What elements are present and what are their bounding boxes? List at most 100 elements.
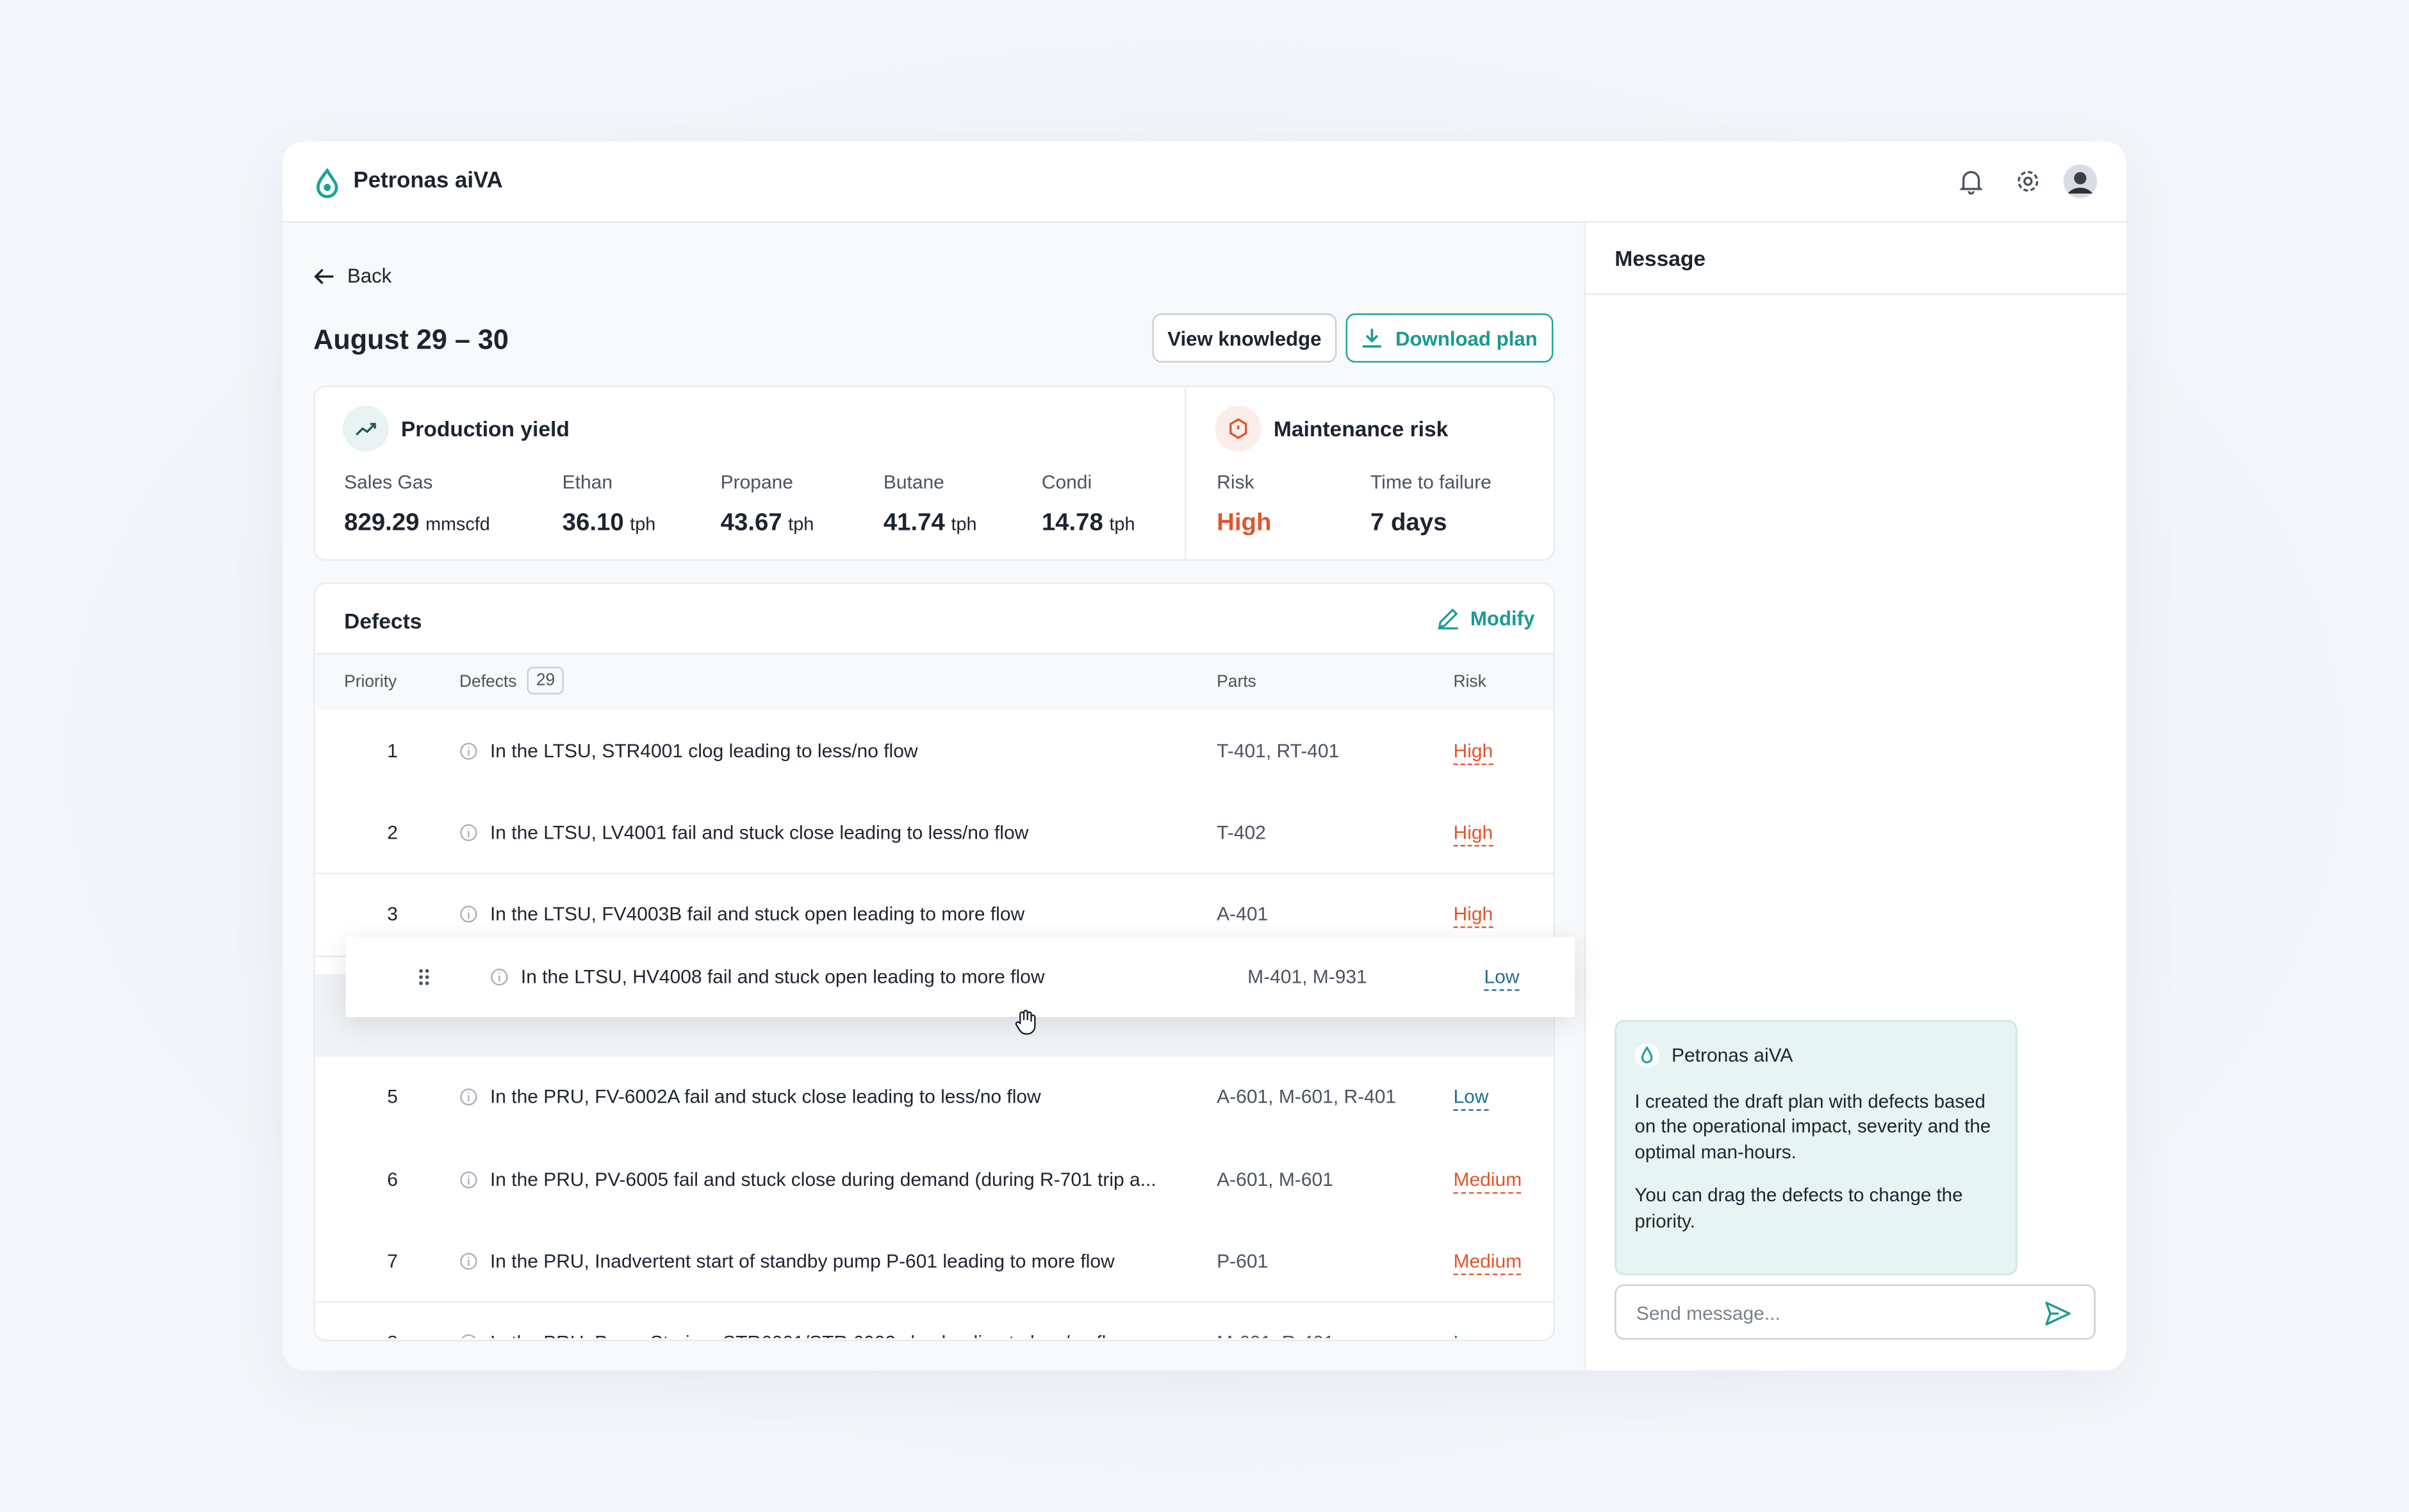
metric-label: Sales Gas [344,472,433,493]
trend-icon [342,406,389,452]
defect-text: In the LTSU, STR4001 clog leading to les… [489,739,918,762]
table-body: 1 In the LTSU, STR4001 clog leading to le… [315,709,1554,1338]
parts: T-402 [1217,821,1266,844]
info-icon [460,1171,477,1188]
pane-title: Message [1615,245,1706,271]
column-header: Priority [344,673,397,692]
message-paragraph: I created the draft plan with defects ba… [1634,1090,1991,1163]
info [459,1252,478,1270]
risk-cell: Low [1453,1086,1489,1111]
defect-text: In the PRU, FV-6002A fail and stuck clos… [489,1086,1041,1108]
info-icon [460,742,477,759]
plan-pane: Back August 29 – 30 View knowledge Downl… [283,222,1584,1370]
info-icon [460,1089,477,1106]
view-knowledge-button[interactable]: View knowledge [1152,313,1337,363]
risk-cell: High [1453,739,1493,764]
defect-text: In the LTSU, HV4008 fail and stuck open … [520,966,1045,989]
info-icon [491,969,508,986]
risk: High [1453,821,1493,847]
info [459,905,478,924]
table-header: Priority Defects 29 Parts Risk [315,653,1554,713]
unit: tph [630,513,656,535]
risk: Low [1453,1086,1489,1111]
send-icon[interactable] [2045,1301,2071,1326]
value: 41.74 [883,510,945,536]
download-icon [1363,329,1382,348]
risk: Medium [1453,1250,1522,1276]
risk-cell: Medium [1453,1250,1522,1276]
unit: mmscfd [425,513,490,535]
metric-label: Ethan [562,472,613,493]
value: 829.29 [344,510,420,536]
value: 43.67 [720,510,782,536]
metric-value: 41.74 tph [884,510,977,538]
value: 14.78 [1041,510,1103,536]
metric-label: Propane [720,472,793,493]
risk-cell: High [1453,821,1493,847]
bot-message: Petronas aiVA I created the draft plan w… [1615,1020,2018,1276]
app-window: Petronas aiVA Back August 29 – 30 View k… [283,141,2126,1370]
parts: M-601, R-401 [1217,1333,1334,1338]
risk-cell: High [1453,903,1493,929]
grip-icon[interactable] [418,968,430,987]
defect-text: In the PRU, Inadvertent start of standby… [489,1250,1115,1272]
priority: 8 [387,1333,398,1338]
button-text: Modify [1470,607,1535,630]
button-text: Download plan [1395,326,1538,350]
defect-row[interactable]: 1 In the LTSU, STR4001 clog leading to le… [315,709,1554,793]
risk: Low [1484,966,1519,992]
modify-button[interactable]: Modify [1436,607,1534,630]
defect-row[interactable]: 6 In the PRU, PV-6005 fail and stuck clos… [315,1138,1554,1222]
priority: 7 [387,1250,398,1272]
dragged-row[interactable]: In the LTSU, HV4008 fail and stuck open … [345,937,1575,1017]
download-plan-button[interactable]: Download plan [1345,313,1554,363]
count-badge: 29 [527,666,564,694]
bot-header: Petronas aiVA [1634,1043,1997,1069]
info-icon [460,1253,477,1270]
metric-label: Risk [1217,472,1254,493]
message-paragraph: You can drag the defects to change the p… [1634,1184,1963,1231]
drag-handle [418,968,430,987]
grab-cursor [1014,1008,1039,1036]
defect-row[interactable]: 8 In the PRU, Pump Strainer STR6001/STR 6… [315,1302,1554,1338]
risk: Medium [1453,1168,1522,1194]
risk-cell: Low [1484,966,1519,992]
logo [316,167,338,199]
defect-text: In the PRU, Pump Strainer STR6001/STR 60… [490,1333,1131,1338]
avatar[interactable] [2063,164,2098,199]
ttf-value: 7 days [1370,510,1447,536]
info-icon [460,906,477,923]
notifications-icon[interactable] [1957,167,1985,195]
unit: tph [1109,513,1135,535]
message-body: I created the draft plan with defects ba… [1634,1089,1997,1234]
defect-row[interactable]: 2 In the LTSU, LV4001 fail and stuck clos… [315,791,1554,875]
defect-row[interactable]: 7 In the PRU, Inadvertent start of standb… [315,1220,1554,1304]
info [459,1334,478,1338]
risk: Low [1453,1332,1489,1338]
defect-text: In the LTSU, LV4001 fail and stuck close… [489,821,1029,844]
bot-logo [1634,1043,1659,1069]
back-text: Back [347,264,392,288]
info-icon [461,1335,475,1338]
metric-label: Time to failure [1370,472,1492,493]
section-title: Production yield [400,416,570,441]
defect-row[interactable]: 5 In the PRU, FV-6002A fail and stuck clo… [315,1056,1554,1140]
message-input[interactable]: Send message... [1615,1284,2096,1340]
app-name: Petronas aiVA [353,168,503,194]
parts: T-401, RT-401 [1217,739,1340,762]
settings-icon[interactable] [2014,167,2042,195]
risk-icon [1215,406,1262,452]
info [459,1170,478,1188]
back-link[interactable]: Back [313,264,391,287]
section-title: Maintenance risk [1273,416,1449,441]
parts: A-401 [1217,903,1269,926]
parts: A-601, M-601, R-401 [1217,1086,1397,1108]
divider [1184,387,1187,559]
info [459,823,478,842]
page-title: August 29 – 30 [313,324,509,355]
info [459,1088,478,1106]
risk-cell: Medium [1453,1168,1522,1194]
button-text: View knowledge [1167,326,1322,350]
metric-label: Condi [1041,472,1092,493]
